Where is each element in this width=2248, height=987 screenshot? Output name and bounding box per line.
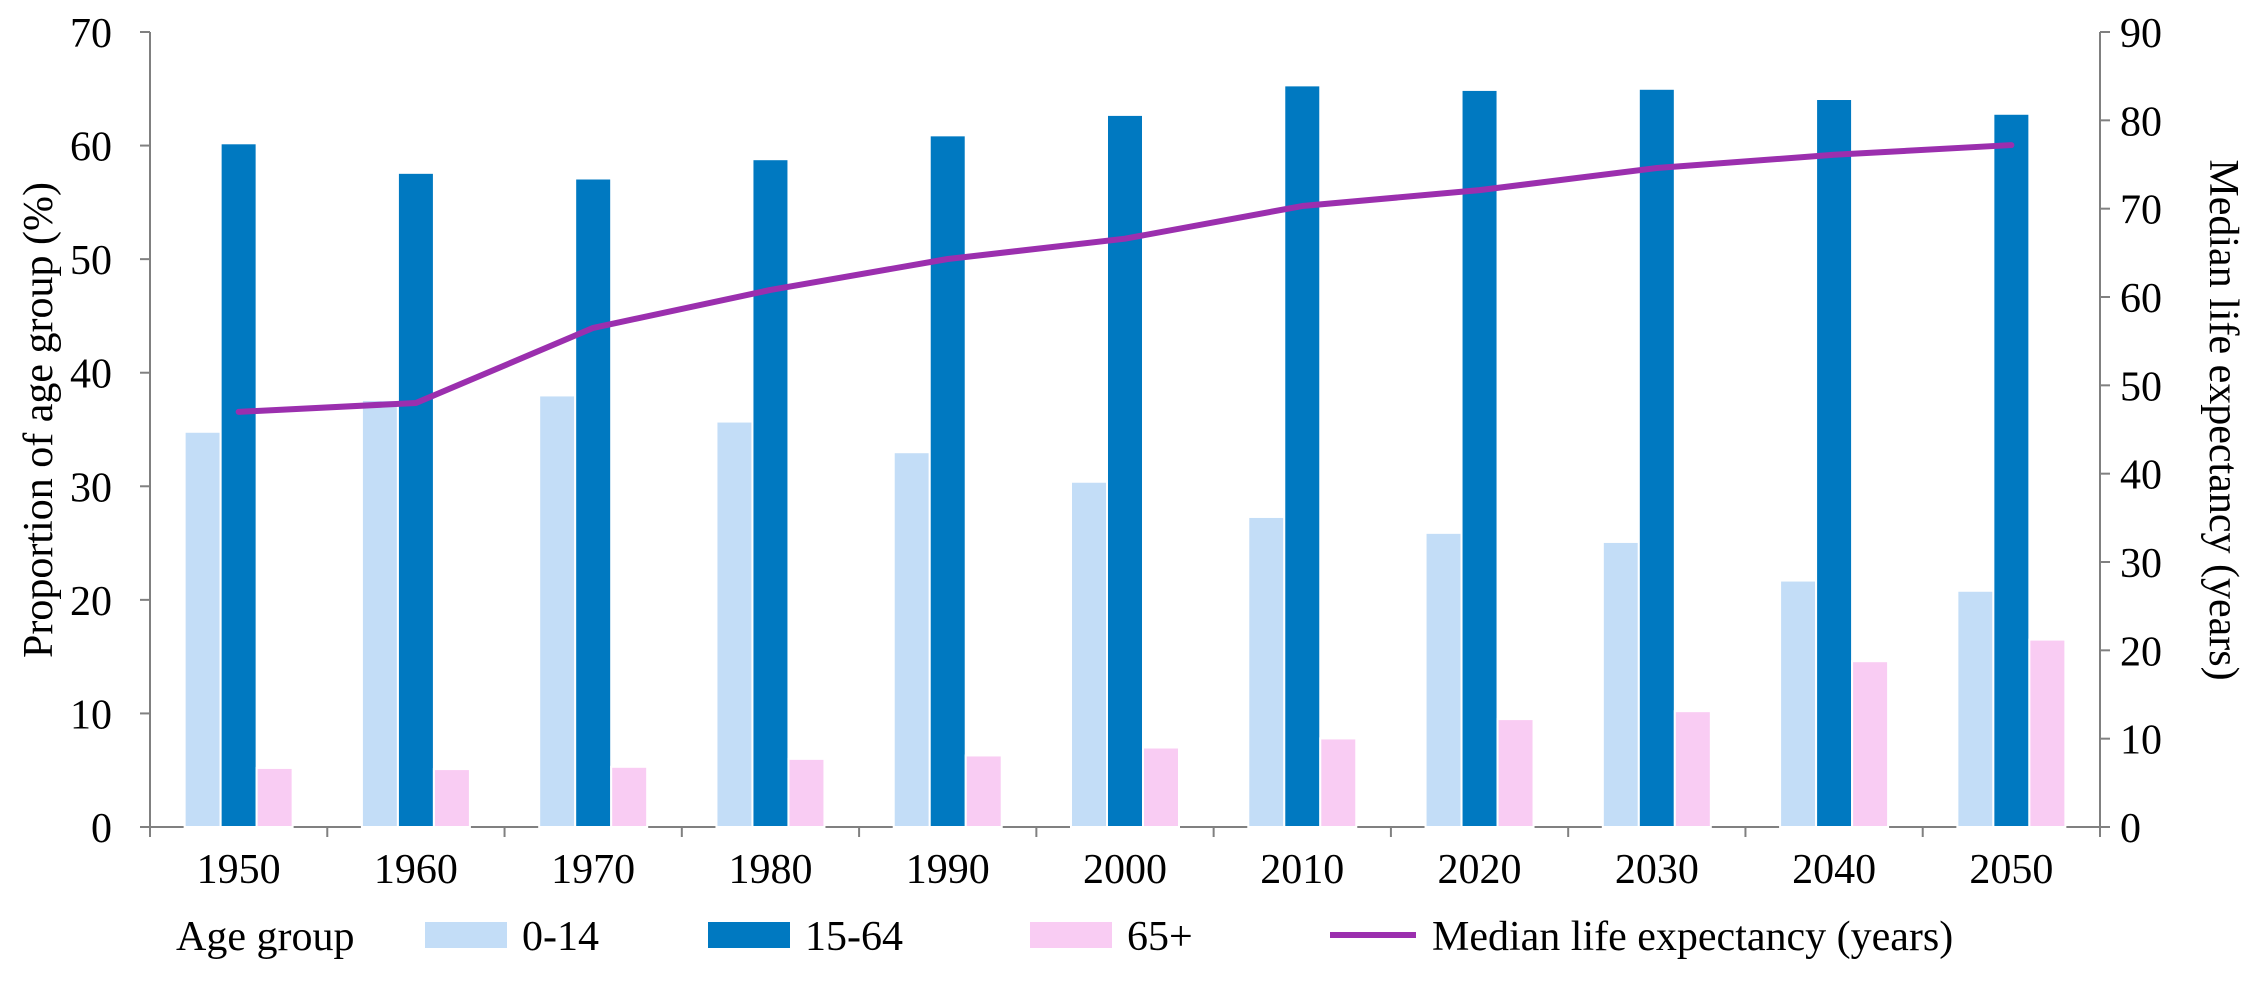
- y2-axis-title: Median life expectancy (years): [2200, 159, 2246, 680]
- legend-0-14-label: 0-14: [522, 914, 599, 960]
- legend-title: Age group: [176, 914, 354, 960]
- life-expectancy-point: [237, 410, 240, 413]
- y2-tick-label: 70: [2120, 188, 2162, 234]
- bar-15-64: [928, 134, 967, 829]
- y2-tick-label: 90: [2120, 11, 2162, 57]
- bar-15-64: [1815, 98, 1854, 828]
- life-expectancy-point: [1833, 153, 1836, 156]
- bar-0-14: [715, 420, 754, 828]
- bar-0-14: [1070, 480, 1108, 828]
- bar-65-: [787, 757, 826, 828]
- y-tick-label: 50: [70, 238, 112, 284]
- y-tick-label: 30: [70, 465, 112, 511]
- x-tick-label: 2000: [1083, 847, 1167, 893]
- y-tick-label: 70: [70, 11, 112, 57]
- bar-65-: [255, 766, 294, 829]
- x-tick-label: 2040: [1792, 847, 1876, 893]
- bar-65-: [610, 765, 649, 828]
- bar-65-: [1142, 746, 1180, 828]
- y2-tick-label: 30: [2120, 541, 2162, 587]
- legend-15-64-label: 15-64: [805, 914, 903, 960]
- bar-15-64: [574, 177, 613, 828]
- x-tick-label: 1990: [906, 847, 990, 893]
- bar-65-: [432, 768, 471, 828]
- y2-tick-label: 50: [2120, 364, 2162, 410]
- x-tick-label: 2050: [1969, 847, 2053, 893]
- bar-0-14: [1956, 589, 1995, 828]
- bar-15-64: [751, 158, 790, 828]
- bars: [183, 84, 2067, 829]
- bar-15-64: [1460, 88, 1499, 828]
- x-tick-label: 1970: [551, 847, 635, 893]
- bar-15-64: [1283, 84, 1322, 828]
- bar-65-: [1673, 710, 1712, 829]
- legend-0-14-swatch: [425, 922, 507, 948]
- life-expectancy-line: [235, 142, 2015, 415]
- legend-15-64-swatch: [708, 922, 790, 948]
- bar-15-64: [1992, 112, 2031, 829]
- life-expectancy-point: [1655, 167, 1658, 170]
- y2-tick-label: 20: [2120, 629, 2162, 675]
- x-tick-label: 2020: [1438, 847, 1522, 893]
- x-tick-label: 1950: [197, 847, 281, 893]
- legend-65plus-label: 65+: [1127, 914, 1193, 960]
- y-tick-label: 0: [91, 806, 112, 852]
- y2-tick-label: 0: [2120, 806, 2141, 852]
- life-expectancy-point: [2010, 144, 2013, 147]
- y2-tick-label: 40: [2120, 453, 2162, 499]
- life-expectancy-point: [1124, 237, 1126, 240]
- y-tick-label: 20: [70, 579, 112, 625]
- life-expectancy-point: [1301, 205, 1304, 208]
- bar-0-14: [538, 394, 577, 828]
- y2-tick-label: 80: [2120, 99, 2162, 145]
- bar-0-14: [1424, 531, 1463, 828]
- life-expectancy-point: [1478, 189, 1481, 192]
- life-expectancy-point: [592, 326, 595, 329]
- bar-0-14: [360, 398, 399, 828]
- y-tick-label: 10: [70, 692, 112, 738]
- bar-65-: [2028, 638, 2067, 828]
- x-tick-label: 2030: [1615, 847, 1699, 893]
- bar-0-14: [1247, 515, 1286, 828]
- y-tick-label: 40: [70, 352, 112, 398]
- life-expectancy-point: [946, 258, 949, 261]
- bar-0-14: [892, 451, 931, 828]
- x-tick-label: 2010: [1260, 847, 1344, 893]
- bar-0-14: [183, 430, 222, 828]
- bar-65-: [964, 754, 1003, 829]
- bar-15-64: [1106, 113, 1144, 828]
- bar-65-: [1496, 718, 1535, 828]
- legend-65plus-swatch: [1030, 922, 1112, 948]
- legend: Age group 0-14 15-64 65+ Median life expect…: [176, 914, 1953, 960]
- bar-15-64: [396, 171, 435, 829]
- legend-life-expectancy-label: Median life expectancy (years): [1432, 914, 1953, 960]
- y2-tick-label: 10: [2120, 718, 2162, 764]
- bar-15-64: [1637, 87, 1676, 829]
- x-tick-label: 1980: [728, 847, 812, 893]
- life-expectancy-point: [769, 288, 772, 291]
- bar-65-: [1851, 660, 1890, 829]
- y2-tick-label: 60: [2120, 276, 2162, 322]
- bar-65-: [1319, 737, 1358, 829]
- y-tick-label: 60: [70, 125, 112, 171]
- bar-0-14: [1779, 579, 1818, 828]
- bar-15-64: [219, 142, 258, 829]
- life-expectancy-point: [414, 402, 417, 404]
- bar-0-14: [1601, 540, 1640, 829]
- x-tick-label: 1960: [374, 847, 458, 893]
- y-axis-title: Proportion of age group (%): [16, 182, 62, 658]
